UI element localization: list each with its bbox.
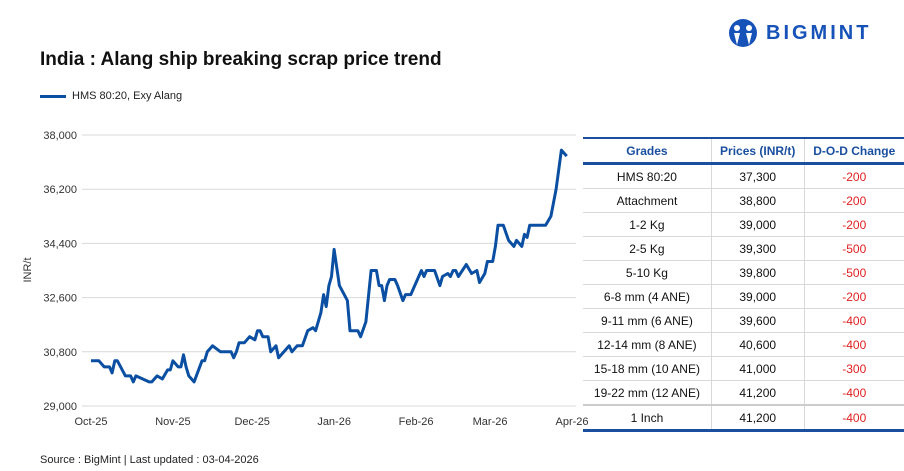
- bigmint-logo-text: BIGMINT: [766, 21, 872, 44]
- grade-cell: 12-14 mm (8 ANE): [583, 332, 712, 357]
- change-cell: -300: [803, 356, 904, 381]
- column-header: Prices (INR/t): [710, 137, 805, 165]
- series-line-hms-80-20: [91, 148, 568, 384]
- change-cell: -400: [803, 308, 904, 333]
- legend: HMS 80:20, Exy Alang: [40, 90, 182, 102]
- price-cell: 37,300: [710, 163, 805, 189]
- price-cell: 39,300: [710, 236, 805, 261]
- price-cell: 39,000: [710, 212, 805, 237]
- table-row: 9-11 mm (6 ANE) 39,600 -400: [583, 308, 904, 333]
- change-cell: -400: [803, 404, 904, 432]
- grade-cell: 9-11 mm (6 ANE): [583, 308, 712, 333]
- table-row: HMS 80:20 37,300 -200: [583, 163, 904, 189]
- price-table: Grades Prices (INR/t) D-O-D Change HMS 80:…: [583, 137, 904, 432]
- x-tick-label: Nov-25: [155, 416, 190, 428]
- y-tick-label: 30,800: [43, 347, 77, 359]
- x-tick-label: Mar-26: [473, 416, 508, 428]
- change-cell: -400: [803, 380, 904, 406]
- change-cell: -500: [803, 260, 904, 285]
- bigmint-logo: BIGMINT: [728, 18, 871, 48]
- grade-cell: 15-18 mm (10 ANE): [583, 356, 712, 381]
- column-header: D-O-D Change: [803, 137, 904, 165]
- grade-cell: 5-10 Kg: [583, 260, 712, 285]
- table-row: 6-8 mm (4 ANE) 39,000 -200: [583, 284, 904, 309]
- price-cell: 38,800: [710, 188, 805, 213]
- chart-title: India : Alang ship breaking scrap price …: [40, 49, 442, 70]
- legend-swatch: [40, 94, 66, 98]
- table-row: Attachment 38,800 -200: [583, 188, 904, 213]
- y-axis-label: INR/t: [22, 257, 34, 282]
- grade-cell: 1-2 Kg: [583, 212, 712, 237]
- price-cell: 41,200: [710, 404, 805, 432]
- table-row: 2-5 Kg 39,300 -500: [583, 236, 904, 261]
- table-row: 5-10 Kg 39,800 -500: [583, 260, 904, 285]
- x-tick-label: Feb-26: [399, 416, 434, 428]
- y-tick-label: 36,200: [43, 184, 77, 196]
- y-tick-label: 38,000: [43, 130, 77, 142]
- change-cell: -200: [803, 284, 904, 309]
- y-tick-label: 32,600: [43, 293, 77, 305]
- table-row: 1-2 Kg 39,000 -200: [583, 212, 904, 237]
- legend-label: HMS 80:20, Exy Alang: [72, 90, 183, 102]
- price-cell: 40,600: [710, 332, 805, 357]
- price-cell: 39,000: [710, 284, 805, 309]
- grade-cell: HMS 80:20: [583, 163, 712, 189]
- y-tick-label: 29,000: [43, 401, 77, 413]
- price-cell: 41,000: [710, 356, 805, 381]
- source-note: Source : BigMint | Last updated : 03-04-…: [40, 454, 259, 466]
- price-cell: 39,600: [710, 308, 805, 333]
- change-cell: -200: [803, 163, 904, 189]
- change-cell: -400: [803, 332, 904, 357]
- table-row: 1 Inch 41,200 -400: [583, 404, 904, 432]
- x-tick-label: Apr-26: [555, 416, 588, 428]
- grade-cell: Attachment: [583, 188, 712, 213]
- bigmint-logo-icon: [729, 19, 757, 47]
- price-cell: 41,200: [710, 380, 805, 406]
- x-tick-label: Dec-25: [234, 416, 269, 428]
- grade-cell: 2-5 Kg: [583, 236, 712, 261]
- table-row: 12-14 mm (8 ANE) 40,600 -400: [583, 332, 904, 357]
- column-header: Grades: [583, 137, 712, 165]
- y-tick-label: 34,400: [43, 238, 77, 250]
- price-cell: 39,800: [710, 260, 805, 285]
- x-tick-label: Oct-25: [74, 416, 107, 428]
- grade-cell: 6-8 mm (4 ANE): [583, 284, 712, 309]
- table-row: 15-18 mm (10 ANE) 41,000 -300: [583, 356, 904, 381]
- grade-cell: 19-22 mm (12 ANE): [583, 380, 712, 406]
- table-row: 19-22 mm (12 ANE) 41,200 -400: [583, 380, 904, 406]
- grade-cell: 1 Inch: [583, 404, 712, 432]
- change-cell: -500: [803, 236, 904, 261]
- change-cell: -200: [803, 188, 904, 213]
- x-tick-label: Jan-26: [317, 416, 351, 428]
- change-cell: -200: [803, 212, 904, 237]
